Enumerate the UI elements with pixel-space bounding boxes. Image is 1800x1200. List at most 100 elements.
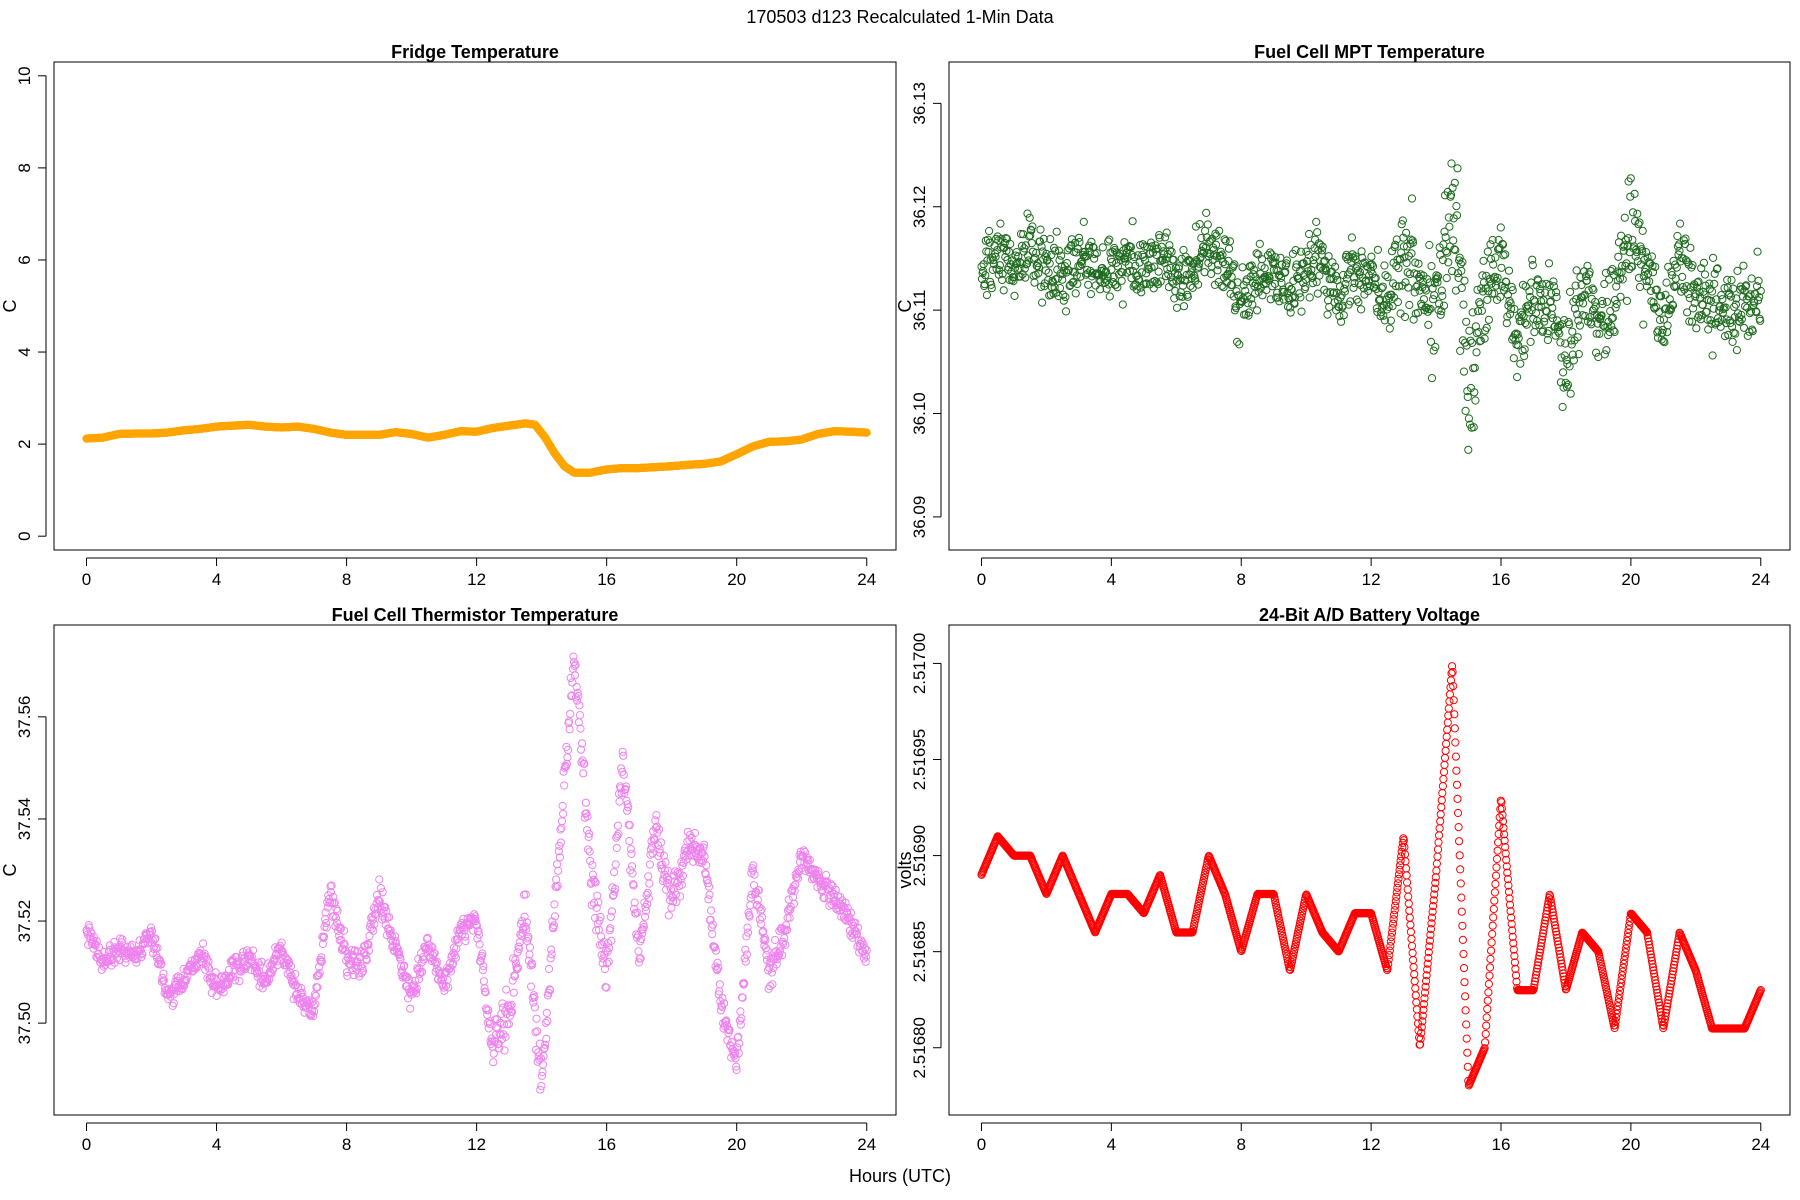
data-point xyxy=(1520,345,1529,354)
x-tick-label: 12 xyxy=(467,570,486,589)
data-point xyxy=(554,866,563,875)
data-point xyxy=(544,964,554,974)
data-point xyxy=(988,265,997,274)
data-point xyxy=(461,937,470,946)
data-point xyxy=(1471,396,1480,405)
data-point xyxy=(1709,253,1718,262)
data-point xyxy=(508,976,517,985)
data-point xyxy=(980,280,989,289)
data-point xyxy=(998,269,1007,278)
data-point xyxy=(1383,273,1392,282)
y-axis-label: C xyxy=(895,300,915,313)
data-point xyxy=(1465,326,1474,335)
data-point xyxy=(1634,273,1644,282)
data-point xyxy=(525,943,535,952)
data-point xyxy=(579,769,588,778)
data-point xyxy=(987,284,996,293)
data-point xyxy=(1452,202,1461,211)
data-point xyxy=(756,919,766,929)
data-point xyxy=(1427,262,1436,271)
data-point xyxy=(1087,237,1096,246)
data-point xyxy=(1509,354,1518,363)
data-point xyxy=(977,262,986,271)
x-tick-label: 20 xyxy=(727,570,746,589)
data-point xyxy=(550,900,559,909)
data-point xyxy=(768,980,777,989)
data-point xyxy=(1103,276,1112,285)
y-tick-label: 37.54 xyxy=(15,798,34,841)
x-tick-label: 16 xyxy=(597,570,616,589)
data-point xyxy=(1086,290,1096,299)
x-tick-label: 20 xyxy=(727,1135,746,1154)
data-point xyxy=(1255,239,1264,248)
data-point xyxy=(1162,272,1171,281)
data-series xyxy=(82,652,871,1094)
data-point xyxy=(1021,273,1030,282)
data-point xyxy=(1380,261,1389,270)
data-point xyxy=(1484,315,1494,324)
x-tick-label: 24 xyxy=(857,570,876,589)
data-point xyxy=(1062,268,1071,277)
data-point xyxy=(1253,306,1262,315)
data-point xyxy=(1052,227,1061,236)
data-point xyxy=(714,963,723,972)
y-tick-label: 2.51695 xyxy=(910,729,929,790)
data-point xyxy=(1072,271,1081,280)
data-point xyxy=(1678,272,1687,281)
panel-battery-voltage: 24-Bit A/D Battery Voltage volts 0 4 8 12 16… xyxy=(895,605,1791,1154)
data-point xyxy=(1394,264,1403,273)
data-point xyxy=(1032,248,1041,257)
data-point xyxy=(1203,220,1212,229)
y-tick-label: 2 xyxy=(15,439,34,448)
x-tick-label: 12 xyxy=(1362,1135,1381,1154)
data-point xyxy=(1460,276,1469,285)
data-point xyxy=(1323,310,1332,319)
data-point xyxy=(1403,268,1412,277)
data-point xyxy=(1727,276,1736,285)
data-point xyxy=(664,911,673,920)
data-point xyxy=(1075,238,1084,247)
data-point xyxy=(1544,259,1554,268)
data-point xyxy=(1077,260,1086,269)
data-point xyxy=(644,872,653,881)
data-point xyxy=(1075,261,1085,270)
data-point xyxy=(1027,226,1036,235)
data-point xyxy=(1622,296,1632,305)
data-series xyxy=(82,419,871,477)
x-tick-label: 16 xyxy=(1492,1135,1511,1154)
data-point xyxy=(1572,266,1581,275)
y-tick-label: 36.11 xyxy=(910,289,929,330)
x-tick-label: 0 xyxy=(82,570,91,589)
data-point xyxy=(1046,235,1055,244)
y-tick-label: 8 xyxy=(15,163,34,172)
data-point xyxy=(1016,272,1025,281)
data-point xyxy=(1486,240,1495,249)
data-point xyxy=(1061,307,1071,316)
data-point xyxy=(758,913,767,922)
data-point xyxy=(1461,406,1470,415)
panel-fuel-cell-mpt-temperature: Fuel Cell MPT Temperature C 0 4 8 12 16 20 243… xyxy=(895,42,1791,589)
data-point xyxy=(731,1054,740,1063)
data-point xyxy=(1347,233,1357,242)
data-point xyxy=(1459,367,1469,376)
data-point xyxy=(1747,274,1756,283)
data-point xyxy=(593,891,602,900)
data-point xyxy=(1059,296,1068,305)
data-point xyxy=(1710,279,1719,288)
data-point xyxy=(1456,346,1465,355)
data-point xyxy=(1053,274,1062,283)
data-point xyxy=(1034,263,1044,272)
data-point xyxy=(1560,316,1569,325)
data-point xyxy=(1162,228,1171,237)
data-point xyxy=(1107,265,1116,274)
data-point xyxy=(741,945,750,954)
data-point xyxy=(1427,374,1437,383)
data-point xyxy=(1001,234,1010,243)
data-point xyxy=(1566,389,1575,398)
data-point xyxy=(1179,245,1188,255)
data-point xyxy=(1700,270,1710,279)
x-tick-label: 0 xyxy=(977,570,986,589)
data-point xyxy=(1339,311,1348,320)
panel-fuel-cell-thermistor-temperature: Fuel Cell Thermistor Temperature C 0 4 8 12… xyxy=(0,605,897,1154)
data-point xyxy=(1045,259,1054,268)
